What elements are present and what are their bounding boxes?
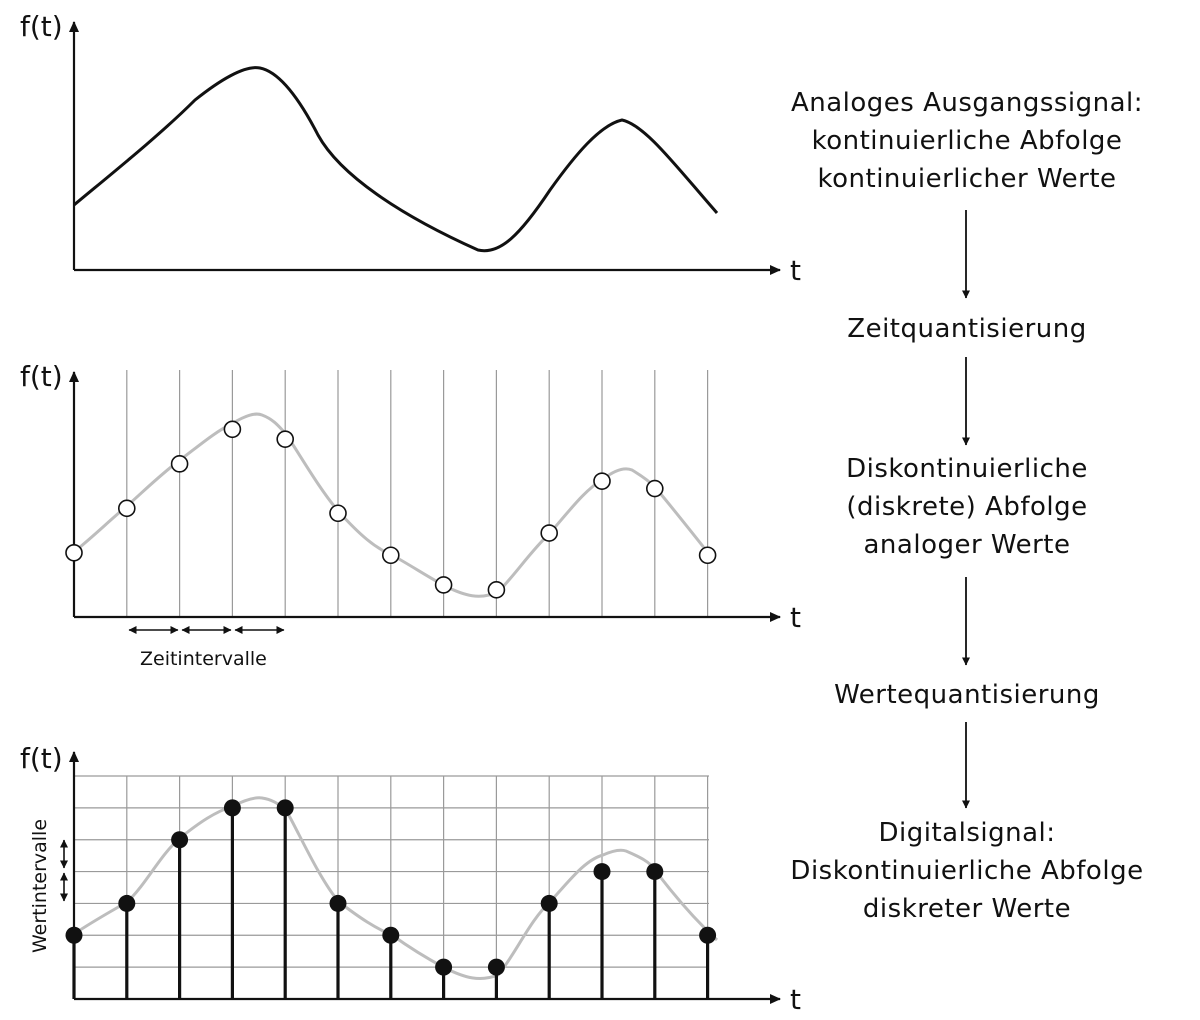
analog-panel: f(t) t	[20, 10, 801, 287]
x-axis-label: t	[790, 601, 801, 634]
sampled-description: Diskontinuierliche (diskrete) Abfolge an…	[846, 454, 1088, 560]
sample-point	[593, 472, 611, 490]
digital-description: Digitalsignal: Diskontinuierliche Abfolg…	[790, 818, 1144, 924]
quantized-point	[65, 926, 83, 944]
quantized-point	[118, 894, 136, 912]
value-quantization-label: Wertequantisierung	[834, 680, 1100, 710]
time-interval-label: Zeitintervalle	[140, 648, 267, 670]
y-axis-label: f(t)	[20, 360, 63, 393]
time-quantization-label: Zeitquantisierung	[847, 314, 1087, 344]
sample-point	[65, 543, 83, 562]
sampling-gridlines	[126, 370, 709, 617]
sample-point	[381, 546, 400, 565]
analog-curve	[73, 66, 719, 253]
y-axis-label: f(t)	[20, 10, 63, 43]
sample-point	[329, 504, 347, 523]
sample-points	[65, 420, 717, 599]
quantized-point	[487, 958, 505, 976]
quantized-point	[382, 926, 400, 944]
quantized-point	[699, 926, 717, 944]
sample-point	[645, 479, 664, 498]
sampled-panel: f(t) t Zeitintervalle	[20, 360, 801, 670]
x-axis-label: t	[790, 983, 801, 1016]
analog-description: Analoges Ausgangssignal: kontinuierliche…	[790, 88, 1144, 194]
quantized-point	[171, 831, 189, 849]
sample-point	[118, 499, 136, 518]
digital-panel: f(t) t Wertintervalle	[20, 742, 801, 1016]
quantized-point	[540, 894, 558, 912]
quantized-point	[435, 958, 453, 976]
quantized-point	[593, 863, 611, 881]
sample-point	[540, 524, 559, 542]
quantized-point	[223, 799, 241, 817]
sample-point	[434, 576, 453, 594]
sample-point	[276, 430, 295, 448]
x-axis-label: t	[790, 254, 801, 287]
value-interval-label: Wertintervalle	[29, 819, 51, 953]
sample-point	[487, 581, 506, 599]
sample-point	[170, 455, 189, 473]
reference-curve	[73, 796, 719, 980]
quantized-point	[646, 863, 664, 881]
sample-point	[223, 420, 242, 439]
quantized-point	[329, 894, 347, 912]
quantized-point	[276, 799, 294, 817]
sample-point	[698, 546, 717, 565]
digital-samples	[65, 799, 717, 999]
reference-curve	[73, 412, 711, 598]
y-axis-label: f(t)	[20, 742, 63, 775]
